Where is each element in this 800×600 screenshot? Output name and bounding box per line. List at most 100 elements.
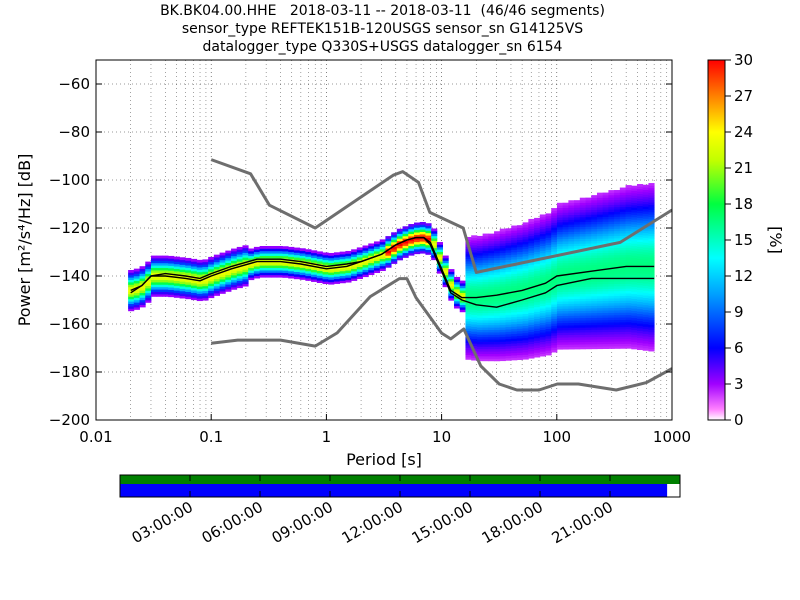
heatmap-cell [568,241,575,244]
heatmap-cell [454,298,461,302]
heatmap-cell [591,267,598,270]
heatmap-cell [522,243,529,247]
heatmap-cell [596,307,604,311]
heatmap-cell [631,308,638,311]
heatmap-cell [454,281,461,285]
heatmap-cell [619,338,626,342]
heatmap-cell [471,300,478,303]
heatmap-cell [631,281,638,285]
heatmap-cell [534,335,541,339]
heatmap-cell [391,239,398,243]
heatmap-cell [568,337,575,340]
heatmap-cell [545,297,552,301]
heatmap-cell [585,300,592,304]
x-tick-label: 1 [322,428,332,446]
heatmap-cell [648,233,655,237]
heatmap-cell [225,286,232,290]
heatmap-cell [625,281,632,284]
heatmap-cell [213,288,220,292]
heatmap-cell [625,321,632,325]
heatmap-cell [614,250,621,253]
heatmap-cell [568,291,575,295]
heatmap-cell [133,271,140,274]
heatmap-cell [619,223,626,227]
heatmap-cell [596,202,604,206]
heatmap-cell [476,255,484,258]
heatmap-cell [516,285,524,288]
heatmap-cell [522,327,529,331]
heatmap-cell [345,260,352,264]
heatmap-cell [625,213,632,217]
heatmap-cell [551,208,558,211]
heatmap-cell [591,264,598,268]
heatmap-cell [465,253,472,257]
heatmap-cell [516,229,524,233]
heatmap-cell [642,211,649,214]
heatmap-cell [476,317,484,321]
heatmap-cell [305,270,312,274]
heatmap-cell [494,296,501,299]
heatmap-cell [311,269,318,273]
heatmap-cell [333,273,341,277]
heatmap-cell [585,257,592,261]
heatmap-cell [465,344,472,348]
heatmap-cell [196,269,203,273]
heatmap-cell [591,197,598,201]
x-tick-label: 0.01 [79,428,112,446]
heatmap-cell [488,236,495,239]
heatmap-cell [568,325,575,328]
heatmap-cell [591,329,598,333]
heatmap-cell [168,267,175,271]
heatmap-cell [225,260,232,263]
heatmap-cell [414,246,421,250]
heatmap-cell [322,254,329,258]
heatmap-cell [602,346,609,349]
heatmap-cell [271,248,278,252]
heatmap-cell [385,252,392,256]
heatmap-cell [608,245,615,249]
heatmap-cell [322,281,329,285]
heatmap-cell [236,258,243,262]
heatmap-cell [162,258,169,261]
heatmap-cell [574,320,581,323]
heatmap-cell [539,228,546,232]
heatmap-cell [511,352,518,356]
heatmap-cell [625,216,632,220]
heatmap-cell [648,319,655,323]
heatmap-cell [568,238,575,242]
heatmap-cell [150,258,158,261]
heatmap-cell [534,280,541,284]
heatmap-cell [579,207,586,211]
heatmap-cell [602,274,609,277]
heatmap-cell [614,216,621,220]
heatmap-cell [528,235,535,239]
heatmap-cell [465,354,472,358]
heatmap-cell [625,228,632,232]
heatmap-cell [568,200,575,204]
heatmap-cell [619,343,626,347]
heatmap-cell [642,206,649,210]
heatmap-cell [642,259,649,262]
heatmap-cell [602,233,609,237]
heatmap-cell [579,346,586,350]
heatmap-cell [476,279,484,282]
heatmap-cell [608,264,615,268]
heatmap-cell [631,288,638,292]
heatmap-cell [236,285,243,289]
heatmap-cell [585,315,592,319]
heatmap-cell [471,304,478,308]
heatmap-cell [494,300,501,304]
heatmap-cell [494,351,501,355]
heatmap-cell [471,283,478,287]
heatmap-cell [585,252,592,256]
heatmap-cell [213,257,220,260]
heatmap-cell [494,281,501,285]
heatmap-cell [328,257,335,261]
heatmap-cell [242,252,249,256]
heatmap-cell [556,202,564,206]
heatmap-cell [511,237,518,241]
heatmap-cell [265,250,272,254]
heatmap-cell [482,259,489,263]
heatmap-cell [471,292,478,296]
heatmap-cell [642,189,649,193]
